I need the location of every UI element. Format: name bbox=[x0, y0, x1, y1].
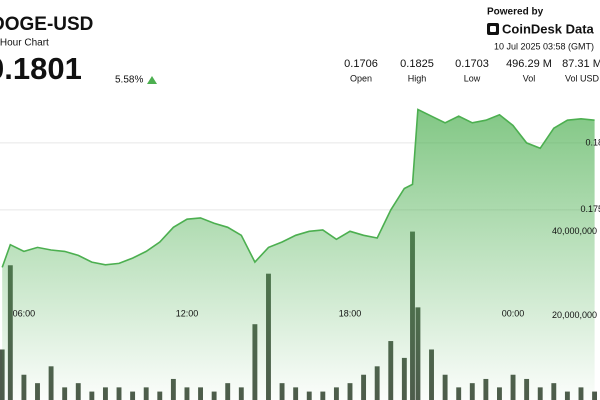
current-price: 0.1801 bbox=[0, 51, 82, 86]
brand-name: CoinDesk Data bbox=[502, 21, 595, 36]
brand-logo bbox=[487, 23, 499, 35]
stat-value: 0.1706 bbox=[344, 58, 378, 70]
x-tick-label: 06:00 bbox=[13, 308, 36, 318]
y2-tick-label: 40,000,000 bbox=[552, 226, 597, 236]
stat-label: Vol bbox=[523, 73, 536, 83]
price-change: 5.58% bbox=[115, 75, 143, 86]
price-area bbox=[2, 109, 595, 400]
y-tick-label: 0.18 bbox=[585, 137, 600, 147]
stat-value: 87.31 M bbox=[562, 58, 600, 70]
up-arrow bbox=[147, 76, 157, 84]
x-tick-label: 18:00 bbox=[339, 308, 362, 318]
chart-title: DOGE-USD bbox=[0, 14, 93, 35]
y-tick-label: 0.175 bbox=[580, 204, 600, 214]
stat-label: High bbox=[408, 73, 427, 83]
chart-subtitle: 24 Hour Chart bbox=[0, 38, 49, 49]
stat-label: Open bbox=[350, 73, 372, 83]
x-tick-label: 12:00 bbox=[176, 308, 199, 318]
price-line bbox=[1, 108, 595, 268]
stat-value: 0.1703 bbox=[455, 58, 489, 70]
stat-value: 496.29 M bbox=[506, 58, 552, 70]
powered-by: Powered by bbox=[487, 7, 544, 18]
stat-label: Low bbox=[464, 73, 481, 83]
stat-value: 0.1825 bbox=[400, 58, 434, 70]
y2-tick-label: 20,000,000 bbox=[552, 310, 597, 320]
stat-label: Vol USD bbox=[565, 73, 600, 83]
x-tick-label: 00:00 bbox=[502, 308, 525, 318]
stats: 0.1706 Open 0.1825 High 0.1703 Low 496.29 M Vol… bbox=[344, 58, 600, 83]
plot-area: 0.175 0.18 20,000,000 40,000,000 06:00 12:00 1… bbox=[0, 108, 600, 400]
timestamp: 10 Jul 2025 03:58 (GMT) bbox=[494, 41, 594, 51]
